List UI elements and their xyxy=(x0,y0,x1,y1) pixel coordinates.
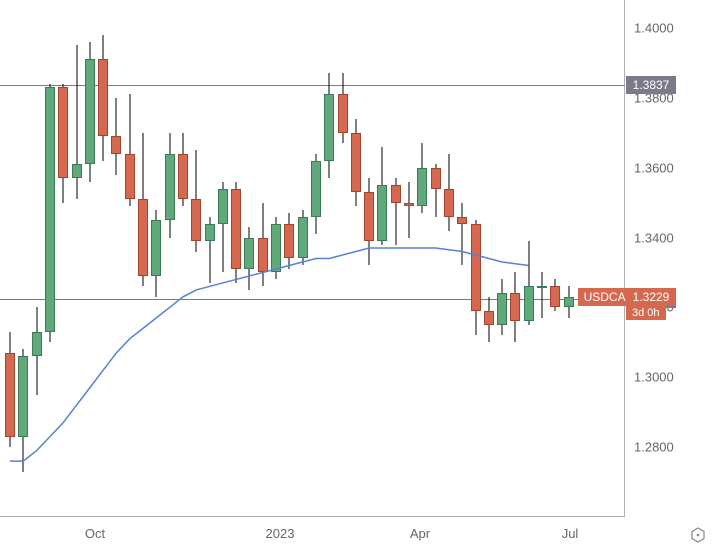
countdown-label: 3d 0h xyxy=(626,306,666,320)
candle xyxy=(178,133,188,206)
candle xyxy=(258,203,268,287)
candle xyxy=(338,73,348,143)
x-tick-label: 2023 xyxy=(266,526,295,541)
candle xyxy=(205,217,215,283)
candle xyxy=(72,45,82,199)
candle xyxy=(431,164,441,216)
candle xyxy=(5,332,15,447)
y-tick-label: 1.3600 xyxy=(634,160,674,175)
candle xyxy=(231,182,241,283)
candlestick-chart: USDCAD 1.28001.30001.32001.34001.36001.3… xyxy=(0,0,724,553)
candle xyxy=(32,307,42,394)
plot-area[interactable]: USDCAD xyxy=(0,0,625,517)
candle xyxy=(471,220,481,335)
candle xyxy=(85,42,95,182)
candle xyxy=(537,272,547,317)
candle xyxy=(324,73,334,178)
candle xyxy=(351,119,361,206)
price-level-label: 1.3837 xyxy=(626,76,676,94)
candle xyxy=(151,210,161,297)
candle xyxy=(271,217,281,280)
candle xyxy=(564,286,574,317)
candle xyxy=(284,213,294,269)
candle xyxy=(364,178,374,265)
x-tick-label: Oct xyxy=(85,526,105,541)
candle xyxy=(377,147,387,245)
x-tick-label: Apr xyxy=(410,526,430,541)
candle xyxy=(58,84,68,203)
x-axis: Oct 2023 Apr Jul xyxy=(0,518,625,553)
candle xyxy=(298,210,308,266)
candle xyxy=(191,150,201,251)
candle xyxy=(391,178,401,244)
candle xyxy=(457,203,467,266)
candle xyxy=(111,98,121,175)
candle xyxy=(484,297,494,342)
candle xyxy=(18,349,28,471)
candle xyxy=(125,94,135,206)
y-tick-label: 1.2800 xyxy=(634,440,674,455)
candle xyxy=(510,272,520,342)
settings-hexagon-icon[interactable] xyxy=(690,527,706,543)
y-tick-label: 1.4000 xyxy=(634,20,674,35)
candle xyxy=(98,35,108,161)
candle xyxy=(417,143,427,213)
y-tick-label: 1.3000 xyxy=(634,370,674,385)
candle xyxy=(218,182,228,273)
candle xyxy=(444,154,454,231)
candle xyxy=(550,279,560,310)
candle xyxy=(165,133,175,238)
candle xyxy=(524,241,534,325)
candle xyxy=(45,84,55,343)
y-axis: 1.28001.30001.32001.34001.36001.38001.40… xyxy=(626,0,724,517)
candle xyxy=(497,279,507,335)
current-price-label: 1.3229 xyxy=(626,288,676,306)
candle xyxy=(311,154,321,234)
candle xyxy=(404,182,414,238)
x-tick-label: Jul xyxy=(562,526,579,541)
y-tick-label: 1.3400 xyxy=(634,230,674,245)
candle xyxy=(138,133,148,287)
candle xyxy=(244,227,254,290)
